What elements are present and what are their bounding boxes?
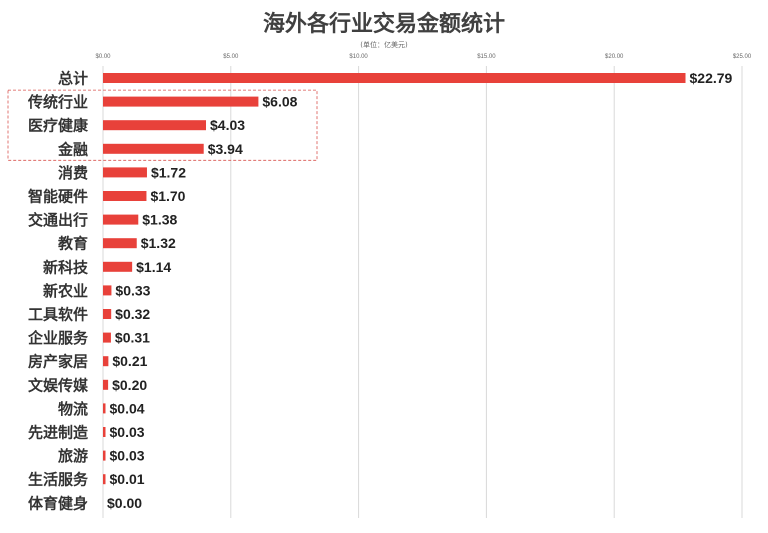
bar: [103, 214, 139, 225]
category-label: 交通出行: [28, 211, 88, 229]
x-tick-label: $25.00: [733, 54, 752, 60]
category-label: 工具软件: [28, 306, 88, 324]
x-tick-label: $15.00: [477, 54, 496, 60]
value-label: $0.03: [110, 448, 145, 464]
category-label: 传统行业: [27, 93, 88, 111]
bar: [103, 379, 109, 390]
bar: [103, 309, 112, 319]
category-label: 新农业: [43, 282, 88, 300]
category-label: 金融: [57, 140, 88, 158]
value-label: $1.14: [136, 259, 171, 275]
value-label: $0.00: [107, 495, 142, 511]
value-label: $0.20: [112, 377, 147, 393]
value-label: $6.08: [262, 94, 297, 110]
value-label: $3.94: [208, 141, 243, 157]
bar: [103, 167, 147, 178]
value-label: $4.03: [210, 117, 245, 133]
x-tick-label: $10.00: [349, 54, 368, 60]
bar: [103, 427, 106, 437]
bar: [103, 191, 147, 201]
category-label: 房产家居: [28, 353, 88, 371]
bar: [103, 143, 204, 154]
bar: [103, 403, 106, 414]
value-label: $1.70: [150, 188, 185, 204]
value-label: $0.21: [112, 353, 147, 369]
value-label: $0.01: [110, 471, 145, 487]
category-label: 物流: [58, 400, 88, 418]
category-label: 智能硬件: [28, 188, 88, 206]
bar: [103, 120, 207, 131]
category-label: 先进制造: [28, 424, 88, 442]
value-label: $0.31: [115, 330, 150, 346]
value-label: $22.79: [690, 70, 733, 86]
chart-title: 海外各行业交易金额统计: [262, 12, 505, 37]
category-label: 新科技: [43, 258, 89, 276]
bar: [103, 285, 112, 296]
value-label: $1.38: [142, 212, 177, 228]
bar: [103, 450, 106, 461]
value-label: $0.03: [110, 424, 145, 440]
value-label: $0.04: [110, 400, 145, 416]
category-label: 旅游: [58, 447, 88, 465]
category-label: 体育健身: [28, 494, 88, 512]
chart-subtitle: (单位：亿美元): [360, 41, 408, 49]
bar: [103, 474, 106, 485]
bar: [103, 96, 259, 107]
x-tick-label: $0.00: [95, 54, 111, 60]
category-label: 教育: [57, 235, 88, 253]
value-label: $1.32: [141, 235, 176, 251]
category-label: 文娱传媒: [28, 376, 89, 394]
bar: [103, 356, 109, 367]
category-label: 生活服务: [28, 471, 89, 489]
bar: [103, 238, 137, 249]
bar: [103, 332, 111, 343]
value-label: $1.72: [151, 164, 186, 180]
category-label: 医疗健康: [28, 117, 89, 135]
bar: [103, 73, 686, 83]
category-label: 总计: [58, 70, 88, 88]
x-tick-label: $20.00: [605, 54, 624, 60]
value-label: $0.32: [115, 306, 150, 322]
bar: [103, 261, 133, 272]
value-label: $0.33: [115, 282, 150, 298]
category-label: 企业服务: [27, 329, 89, 347]
x-tick-label: $5.00: [223, 54, 239, 60]
category-label: 消费: [58, 164, 88, 182]
